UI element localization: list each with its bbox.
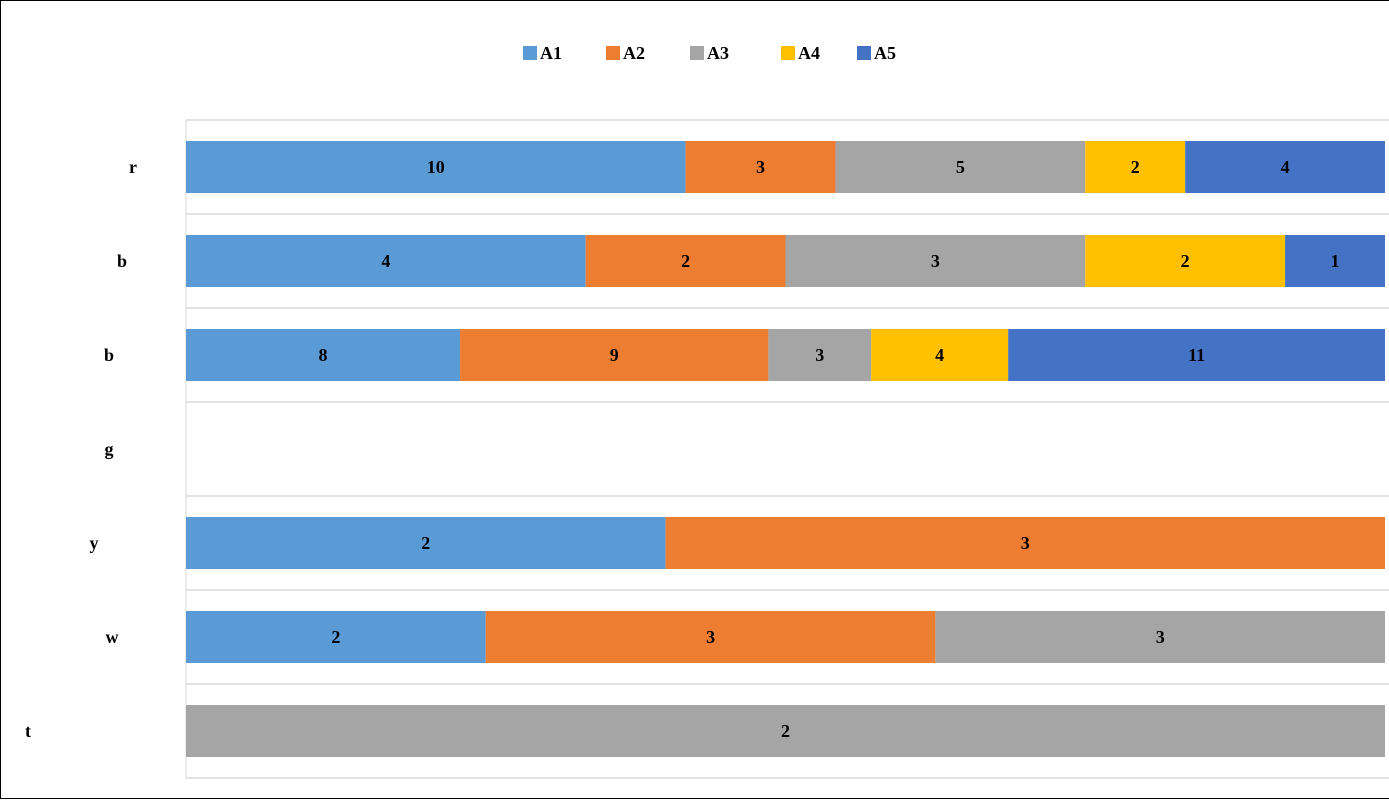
data-label-0-a2: 3 — [756, 157, 765, 177]
legend-item-a2: A2 — [606, 43, 645, 63]
data-label-1-a5: 1 — [1331, 251, 1340, 271]
bar-2-a5 — [1008, 329, 1385, 381]
bar-0-a3 — [835, 141, 1086, 193]
legend-item-a4: A4 — [781, 43, 820, 63]
bar-5-a1 — [186, 611, 486, 663]
bar-0-a4 — [1085, 141, 1186, 193]
data-label-5-a1: 2 — [331, 627, 340, 647]
category-axis: r b b g y w t — [25, 157, 137, 741]
bar-0-a2 — [685, 141, 836, 193]
legend-label-a4: A4 — [798, 43, 820, 63]
data-labels: 10 3 5 2 4 4 2 3 2 1 8 9 3 4 11 2 3 2 3 3 2 — [319, 157, 1340, 741]
bar-6-a3 — [186, 705, 1385, 757]
legend-label-a1: A1 — [540, 43, 562, 63]
legend-swatch-a3 — [690, 46, 704, 60]
bar-5-a2 — [485, 611, 936, 663]
bars — [186, 141, 1385, 757]
data-label-0-a5: 4 — [1281, 157, 1290, 177]
data-label-4-a2: 3 — [1021, 533, 1030, 553]
bar-4-a1 — [186, 517, 666, 569]
bar-0-a5 — [1185, 141, 1385, 193]
bar-1-a2 — [585, 235, 786, 287]
data-label-1-a2: 2 — [681, 251, 690, 271]
legend-label-a2: A2 — [623, 43, 645, 63]
legend: A1 A2 A3 A4 A5 — [523, 43, 896, 63]
category-label-3: g — [105, 439, 114, 459]
data-label-2-a2: 9 — [610, 345, 619, 365]
legend-item-a3: A3 — [690, 43, 729, 63]
category-label-5: w — [106, 627, 119, 647]
category-label-4: y — [90, 533, 99, 553]
bar-1-a5 — [1285, 235, 1385, 287]
data-label-1-a1: 4 — [381, 251, 390, 271]
bar-2-a1 — [186, 329, 461, 381]
data-label-0-a4: 2 — [1131, 157, 1140, 177]
data-label-5-a2: 3 — [706, 627, 715, 647]
bar-5-a3 — [935, 611, 1385, 663]
bar-2-a2 — [460, 329, 769, 381]
legend-swatch-a1 — [523, 46, 537, 60]
bar-1-a3 — [785, 235, 1086, 287]
bar-2-a3 — [768, 329, 872, 381]
data-label-2-a5: 11 — [1188, 345, 1205, 365]
data-label-2-a1: 8 — [319, 345, 328, 365]
legend-item-a1: A1 — [523, 43, 562, 63]
legend-item-a5: A5 — [857, 43, 896, 63]
legend-swatch-a4 — [781, 46, 795, 60]
data-label-1-a3: 3 — [931, 251, 940, 271]
data-label-2-a4: 4 — [935, 345, 944, 365]
data-label-1-a4: 2 — [1181, 251, 1190, 271]
data-label-0-a3: 5 — [956, 157, 965, 177]
category-label-0: r — [129, 157, 137, 177]
data-label-6-a3: 2 — [781, 721, 790, 741]
data-label-2-a3: 3 — [815, 345, 824, 365]
data-label-5-a3: 3 — [1156, 627, 1165, 647]
bar-0-a1 — [186, 141, 686, 193]
legend-swatch-a2 — [606, 46, 620, 60]
category-label-1: b — [117, 251, 127, 271]
bar-2-a4 — [871, 329, 1009, 381]
bar-1-a1 — [186, 235, 586, 287]
category-label-2: b — [104, 345, 114, 365]
legend-label-a3: A3 — [707, 43, 729, 63]
bar-4-a2 — [665, 517, 1385, 569]
data-label-0-a1: 10 — [427, 157, 445, 177]
data-label-4-a1: 2 — [421, 533, 430, 553]
bar-1-a4 — [1085, 235, 1286, 287]
gridlines — [185, 119, 1389, 779]
legend-swatch-a5 — [857, 46, 871, 60]
legend-label-a5: A5 — [874, 43, 896, 63]
category-label-6: t — [25, 721, 31, 741]
